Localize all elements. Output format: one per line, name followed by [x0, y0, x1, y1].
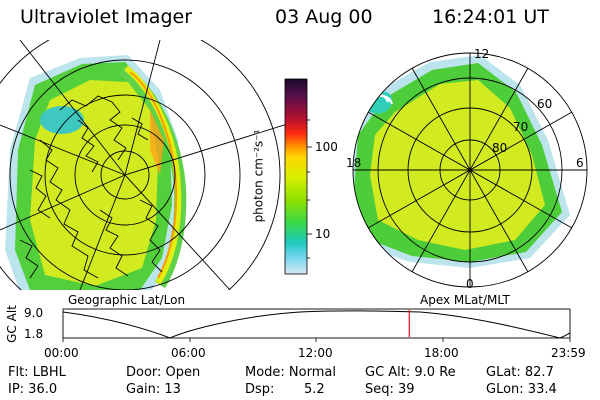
geo-lat-circle [100, 150, 150, 200]
timeline-x-tick-2359: 23:59 [551, 346, 586, 360]
colorbar-tick-100: 100 [315, 140, 338, 154]
apex-map [353, 55, 570, 268]
glat-status: GLat: 82.7 [486, 365, 554, 380]
glon-status: GLon: 33.4 [486, 382, 557, 397]
coastlines [19, 95, 163, 279]
timeline-y-tick-bottom: 1.8 [24, 327, 44, 341]
colorbar [284, 78, 308, 275]
apex-emission-yellow [370, 80, 545, 250]
right-map-caption: Apex MLat/MLT [420, 293, 510, 307]
geo-grid [0, 40, 300, 290]
seq-status: Seq: 39 [365, 382, 415, 397]
apex-grid [352, 52, 588, 288]
timeline-x-tick-1200: 12:00 [298, 346, 333, 360]
gc-alt-status: GC Alt: 9.0 Re [365, 365, 456, 380]
lat-label-80: 80 [492, 141, 508, 155]
colorbar-unit-label: photon cm⁻²s⁻¹ [251, 129, 266, 223]
geographic-map [0, 40, 300, 290]
timeline-ticks [62, 338, 571, 342]
mlt-label-0: 0 [466, 277, 474, 291]
timeline-altitude-curve [62, 310, 571, 339]
timeline-x-tick-0600: 06:00 [171, 346, 206, 360]
timeline-plot-frame [62, 308, 571, 339]
time-label: 16:24:01 UT [432, 6, 549, 28]
mode-status: Mode: Normal [245, 365, 336, 380]
mlt-label-6: 6 [576, 156, 584, 170]
date-label: 03 Aug 00 [275, 6, 373, 28]
mlt-label-12: 12 [474, 47, 490, 61]
timeline-y-tick-top: 9.0 [24, 306, 44, 320]
colorbar-ticks [307, 119, 312, 259]
lat-label-60: 60 [537, 97, 553, 111]
gain-status: Gain: 13 [126, 382, 181, 397]
dsp-value: 5.2 [304, 382, 325, 397]
filter-status: Flt: LBHL [8, 365, 66, 380]
timeline-x-tick-1800: 18:00 [424, 346, 459, 360]
door-status: Door: Open [126, 365, 201, 380]
ip-status: IP: 36.0 [8, 382, 58, 397]
aurora-dim-patch [40, 106, 84, 134]
mlt-label-18: 18 [346, 156, 362, 170]
lat-label-70: 70 [513, 120, 529, 134]
aurora-arc-core [129, 71, 178, 279]
left-map-caption: Geographic Lat/Lon [68, 293, 186, 307]
colorbar-tick-10: 10 [315, 227, 331, 241]
timeline-y-label: GC Alt [4, 305, 19, 343]
aurora-orange-patch [150, 110, 164, 175]
timeline-x-tick-0000: 00:00 [44, 346, 79, 360]
instrument-title: Ultraviolet Imager [20, 6, 193, 28]
dsp-label: Dsp: [245, 382, 275, 397]
